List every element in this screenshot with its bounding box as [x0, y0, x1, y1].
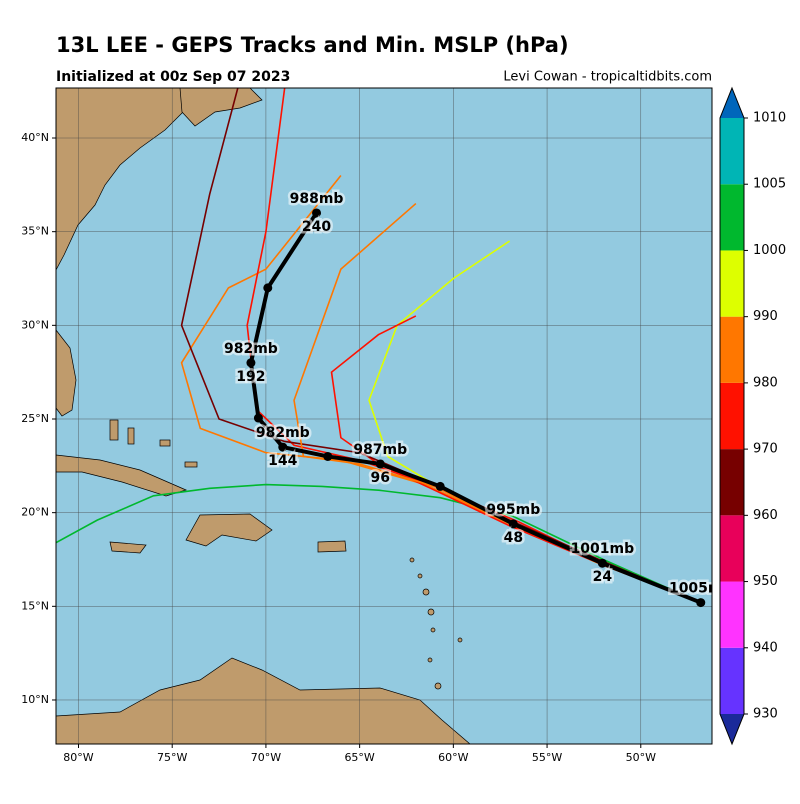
colorbar-bin	[720, 515, 744, 582]
track-point	[508, 519, 518, 529]
title: 13L LEE - GEPS Tracks and Min. MSLP (hPa…	[56, 33, 569, 57]
colorbar-bin	[720, 449, 744, 516]
colorbar-tick-label: 1010	[753, 111, 786, 126]
y-tick-label: 30°N	[21, 318, 49, 331]
y-tick-label: 10°N	[21, 693, 49, 706]
track-point	[375, 459, 385, 469]
hour-label: 96	[371, 470, 390, 486]
track-point	[312, 208, 322, 218]
colorbar-tick-label: 960	[753, 508, 778, 523]
hour-label: 240	[302, 219, 331, 235]
track-point	[246, 358, 256, 368]
pressure-label: 1005mb	[669, 581, 733, 597]
map-frame	[55, 87, 713, 745]
pressure-label: 982mb	[256, 425, 310, 441]
colorbar-tick-label: 980	[753, 375, 778, 390]
x-tick-label: 80°W	[63, 751, 93, 764]
ocean	[56, 88, 712, 744]
colorbar-tick-label: 990	[753, 309, 778, 324]
y-tick-label: 35°N	[21, 225, 49, 238]
land	[56, 88, 471, 744]
track-point	[323, 451, 333, 461]
colorbar-tick-label: 950	[753, 574, 778, 589]
colorbar-bin	[720, 118, 744, 185]
track-point	[278, 442, 288, 452]
x-tick-label: 50°W	[626, 751, 656, 764]
y-tick-label: 25°N	[21, 412, 49, 425]
y-tick-label: 40°N	[21, 131, 49, 144]
colorbar-tick-label: 1005	[753, 177, 786, 192]
colorbar-tick-label: 930	[753, 707, 778, 722]
colorbar-under	[720, 714, 744, 744]
colorbar-bin	[720, 382, 744, 450]
hour-label: 48	[504, 530, 523, 546]
track-point	[597, 558, 607, 568]
pressure-label: 987mb	[353, 442, 407, 458]
member-track	[56, 483, 702, 604]
pressure-label: 982mb	[224, 341, 278, 357]
colorbar-over	[720, 88, 744, 118]
track-point	[696, 598, 706, 608]
x-tick-label: 65°W	[344, 751, 374, 764]
hour-label: 192	[236, 369, 265, 385]
colorbar-bin	[720, 581, 744, 648]
pressure-label: 1001mb	[571, 541, 635, 557]
colorbar-bin	[720, 647, 744, 714]
track-point	[435, 481, 445, 491]
hour-label: 144	[268, 453, 297, 469]
colorbar-tick-label: 1000	[753, 243, 786, 258]
colorbar-bin	[720, 184, 744, 251]
y-tick-label: 15°N	[21, 599, 49, 612]
x-tick-label: 75°W	[157, 751, 187, 764]
colorbar-tick-label: 970	[753, 442, 778, 457]
x-tick-label: 60°W	[438, 751, 468, 764]
hour-label: 24	[593, 569, 613, 585]
pressure-label: 988mb	[290, 191, 344, 207]
track-point	[253, 413, 263, 423]
pressure-label: 995mb	[486, 502, 540, 518]
y-tick-label: 20°N	[21, 506, 49, 519]
x-tick-label: 70°W	[251, 751, 281, 764]
colorbar-bin	[720, 250, 744, 317]
colorbar-tick-label: 940	[753, 640, 778, 655]
subtitle: Initialized at 00z Sep 07 2023	[56, 69, 290, 85]
track-point	[263, 283, 273, 293]
colorbar-bin	[720, 316, 744, 383]
credit: Levi Cowan - tropicaltidbits.com	[503, 70, 712, 85]
x-tick-label: 55°W	[532, 751, 562, 764]
member-track	[180, 88, 702, 604]
